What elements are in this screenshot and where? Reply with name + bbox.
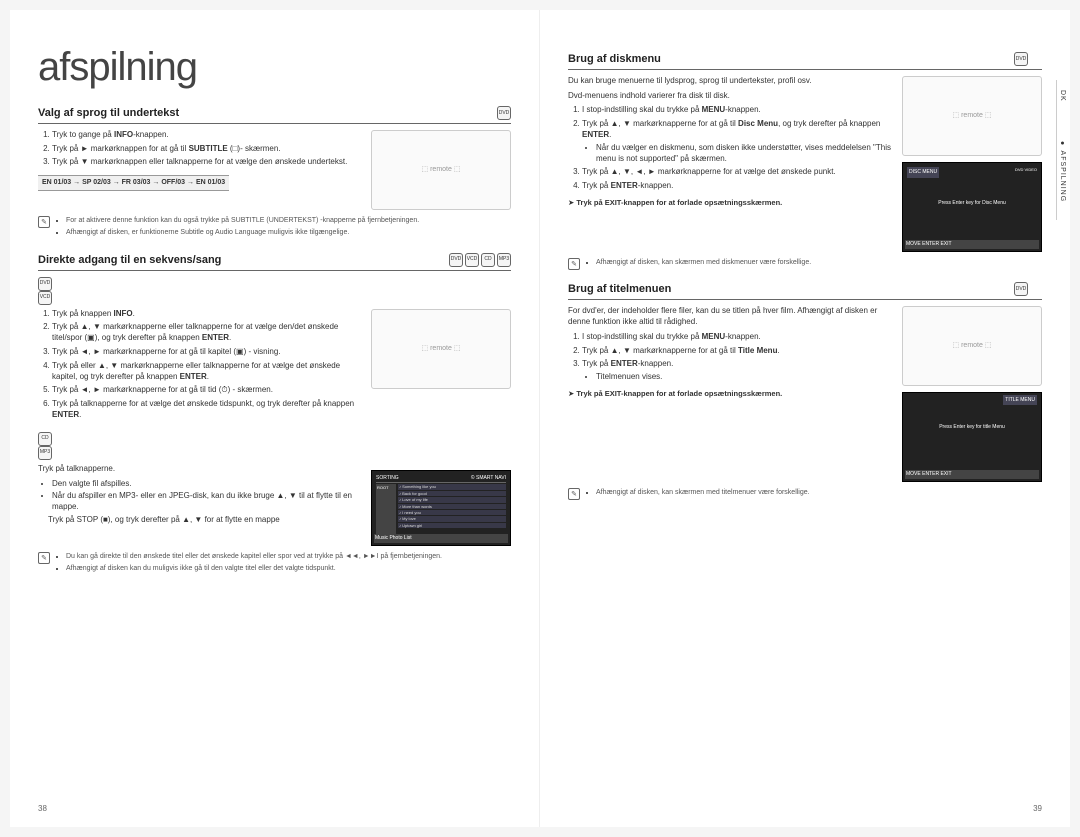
page-right: DK ● AFSPILNING DVD Brug af diskmenu Du … <box>540 10 1070 827</box>
instruction-list: I stop-indstilling skal du trykke på MEN… <box>568 105 894 192</box>
disc-icon: DVD <box>1014 52 1028 66</box>
note: ✎ For at aktivere denne funktion kan du … <box>38 216 511 241</box>
disc-icon: DVD <box>497 106 511 120</box>
side-tab: DK ● AFSPILNING <box>1056 80 1070 220</box>
disc-icon: CD <box>481 253 495 267</box>
remote-illustration: ⬚ remote ⬚ <box>371 309 511 389</box>
remote-illustration: ⬚ remote ⬚ <box>902 76 1042 156</box>
remote-illustration: ⬚ remote ⬚ <box>902 306 1042 386</box>
page-number: 38 <box>38 804 47 815</box>
section-heading: Valg af sprog til undertekst <box>38 106 511 124</box>
section-heading: Brug af titelmenuen <box>568 282 1042 300</box>
note-icon: ✎ <box>568 488 580 500</box>
disc-icon: DVD <box>449 253 463 267</box>
chapter-title: afspilning <box>38 40 511 94</box>
remote-illustration: ⬚ remote ⬚ <box>371 130 511 210</box>
page-number: 39 <box>1033 804 1042 815</box>
disc-menu-screen: DISC MENUDVD VIDEO Press Enter key for D… <box>902 162 1042 252</box>
note: ✎ Du kan gå direkte til den ønskede tite… <box>38 552 511 577</box>
note-icon: ✎ <box>568 258 580 270</box>
disc-icon: MP3 <box>38 446 52 460</box>
playlist-screen: SORTING© SMART NAVI ROOT ♪ Something lik… <box>371 470 511 546</box>
section-heading: Direkte adgang til en sekvens/sang <box>38 253 511 271</box>
disc-icon: MP3 <box>497 253 511 267</box>
subtitle-cycle: EN 01/03 → SP 02/03 → FR 03/03 → OFF/03 … <box>38 175 229 190</box>
disc-icon: CD <box>38 432 52 446</box>
note-icon: ✎ <box>38 216 50 228</box>
note: ✎ Afhængigt af disken, kan skærmen med d… <box>568 258 1042 270</box>
note: ✎ Afhængigt af disken, kan skærmen med t… <box>568 488 1042 500</box>
disc-icon: VCD <box>465 253 479 267</box>
instruction-list: Tryk to gange på INFO-knappen. Tryk på ►… <box>38 130 363 168</box>
title-menu-screen: TITLE MENU Press Enter key for title Men… <box>902 392 1042 482</box>
instruction-list: I stop-indstilling skal du trykke på MEN… <box>568 332 894 383</box>
disc-icon: VCD <box>38 291 52 305</box>
section-heading: Brug af diskmenu <box>568 52 1042 70</box>
note-icon: ✎ <box>38 552 50 564</box>
instruction-list: Tryk på knappen INFO. Tryk på ▲, ▼ markø… <box>38 309 363 421</box>
page-spread: afspilning DVD Valg af sprog til underte… <box>10 10 1070 827</box>
disc-icon: DVD <box>38 277 52 291</box>
disc-icon: DVD <box>1014 282 1028 296</box>
page-left: afspilning DVD Valg af sprog til underte… <box>10 10 540 827</box>
